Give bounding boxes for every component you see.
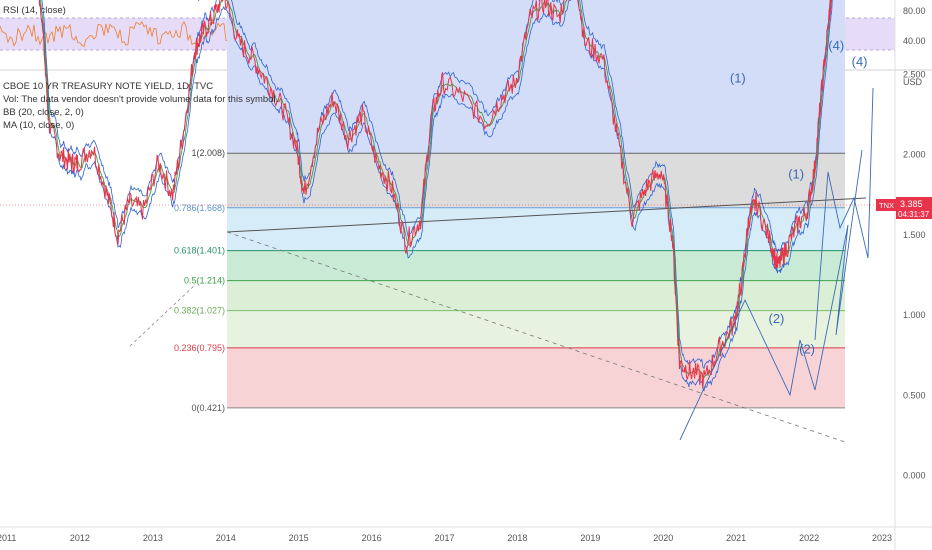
year-tick: 2016 — [362, 533, 382, 543]
year-tick: 2019 — [580, 533, 600, 543]
fib-level-label: 0.618(1.401) — [174, 246, 225, 256]
symbol-title: CBOE 10 YR TREASURY NOTE YIELD, 1D, TVC — [3, 81, 213, 92]
price-tag-countdown: 04:31:37 — [898, 210, 930, 219]
bb-legend[interactable]: BB (20, close, 2, 0) — [3, 107, 84, 118]
year-tick: 2022 — [799, 533, 819, 543]
year-tick: 2018 — [507, 533, 527, 543]
fib-zone — [227, 280, 845, 311]
rsi-tick-80: 80.00 — [903, 6, 926, 16]
fib-zone — [227, 207, 845, 251]
price-tick: 2.500 — [903, 69, 926, 79]
wave-path-b — [814, 87, 874, 341]
fib-retracement-zones — [227, 0, 845, 408]
price-tag-symbol: TNX — [879, 201, 894, 210]
wave-path-a — [679, 149, 863, 441]
year-tick: 2012 — [70, 533, 90, 543]
year-tick: 2011 — [0, 533, 16, 543]
rsi-title: RSI (14, close) — [3, 5, 66, 16]
fib-level-label: 1(2.008) — [191, 148, 225, 158]
price-tick: 1.000 — [903, 310, 926, 320]
elliott-wave-labels: (5)(3)(3)(5)(4)(4)(1)(1)(2)(2) — [730, 38, 868, 357]
fib-retracement-labels: 2.618(4.575)1.618(2.988)1(2.008)0.786(1.… — [174, 0, 845, 413]
fib-level-label: 0(0.421) — [191, 403, 225, 413]
ma-legend[interactable]: MA (10, close, 0) — [3, 120, 74, 131]
fib-zone — [227, 153, 845, 208]
fib-level-label: 0.236(0.795) — [174, 343, 225, 353]
fib-level-label: 1.618(2.988) — [174, 0, 225, 1]
price-tag: TNX 3.385 04:31:37 — [876, 197, 932, 219]
price-tag-symbol-bg — [876, 199, 896, 211]
fib-zone — [227, 250, 845, 281]
fib-zone — [227, 0, 845, 154]
price-tick: 1.500 — [903, 230, 926, 240]
price-tick: 2.000 — [903, 150, 926, 160]
year-tick: 2013 — [143, 533, 163, 543]
rsi-tick-40: 40.00 — [903, 36, 926, 46]
price-axis-ticks: 4.5004.0003.5003.0002.5002.0001.5001.000… — [903, 69, 926, 481]
price-axis-unit: USD — [903, 77, 923, 87]
wave-label: (2) — [799, 342, 815, 357]
wave-label: (2) — [769, 311, 785, 326]
price-tag-bg — [896, 197, 932, 219]
year-tick: 2017 — [435, 533, 455, 543]
year-tick: 2023 — [872, 533, 892, 543]
price-tick: 0.000 — [903, 471, 926, 481]
wave-label: (4) — [828, 38, 844, 53]
volume-note: Vol: The data vendor doesn't provide vol… — [3, 94, 278, 105]
price-tick: 0.500 — [903, 390, 926, 400]
year-tick: 2015 — [289, 533, 309, 543]
trendline-2013 — [129, 284, 196, 347]
fib-zone — [227, 310, 845, 348]
time-axis-ticks: 2011 2012 2013 2014 2015 2016 2017 2018 2019 2020… — [0, 533, 892, 543]
fib-level-label: 0.786(1.668) — [174, 203, 225, 213]
year-tick: 2014 — [216, 533, 236, 543]
elliott-wave-paths — [679, 87, 874, 441]
wave-label: (1) — [730, 70, 746, 85]
fib-zone — [227, 347, 845, 408]
wave-label: (4) — [852, 54, 868, 69]
chart-header: CBOE 10 YR TREASURY NOTE YIELD, 1D, TVC … — [3, 81, 278, 131]
fib-level-label: 0.5(1.214) — [184, 276, 225, 286]
fib-level-label: 0.382(1.027) — [174, 306, 225, 316]
wave-label: (1) — [788, 167, 804, 182]
year-tick: 2020 — [653, 533, 673, 543]
price-line — [38, 0, 832, 388]
year-tick: 2021 — [726, 533, 746, 543]
price-tag-value: 3.385 — [900, 199, 923, 209]
